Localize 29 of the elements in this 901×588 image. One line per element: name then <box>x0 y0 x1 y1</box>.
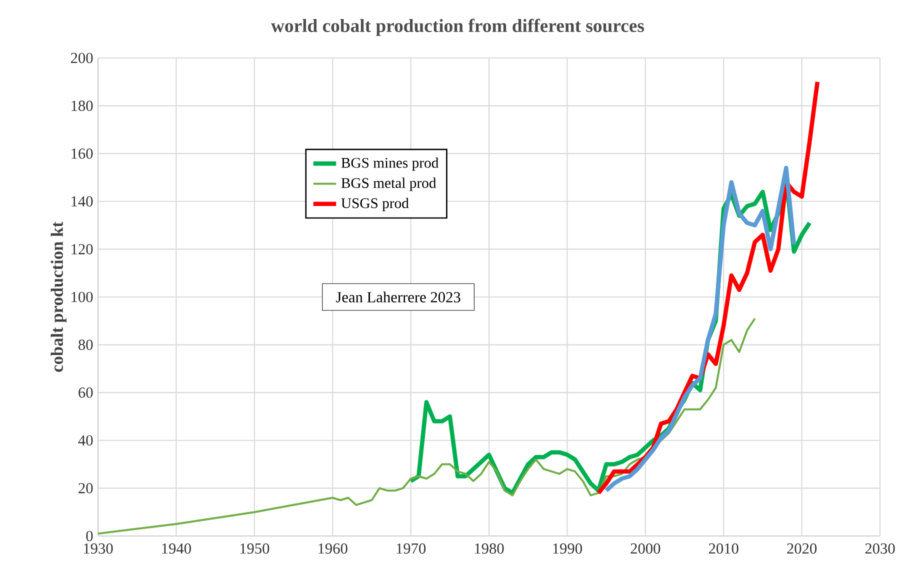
x-tick-label: 1930 <box>84 543 113 554</box>
x-tick-label: 1990 <box>553 543 582 554</box>
chart-title: world cobalt production from different sources <box>271 18 644 36</box>
legend-label: USGS prod <box>341 198 409 212</box>
y-tick-label: 200 <box>70 52 93 64</box>
x-tick-label: 1960 <box>318 543 348 554</box>
x-tick-label: 2020 <box>787 543 817 554</box>
y-tick-label: 140 <box>72 196 93 207</box>
x-tick-label: 2030 <box>865 543 895 554</box>
annotation: Jean Laherrere 2023 <box>336 292 460 302</box>
x-tick-label: 1940 <box>162 543 191 554</box>
y-tick-label: 160 <box>72 148 93 159</box>
y-tick-label: 40 <box>78 435 93 446</box>
y-tick-label: 100 <box>72 292 93 302</box>
y-tick-label: 60 <box>78 387 93 398</box>
y-tick-label: 20 <box>78 483 93 494</box>
x-tick-label: 2010 <box>708 543 738 554</box>
x-tick-label: 1970 <box>396 543 426 554</box>
y-tick-label: 120 <box>72 244 93 254</box>
y-tick-label: 0 <box>86 530 93 542</box>
x-tick-label: 1950 <box>240 543 270 554</box>
y-tick-label: 80 <box>78 340 93 350</box>
y-axis-title: cobalt production kt <box>50 222 66 372</box>
legend-label: BGS metal prod <box>341 178 436 191</box>
legend-label: BGS mines prod <box>341 157 439 171</box>
x-tick-label: 1980 <box>475 543 504 554</box>
y-tick-label: 180 <box>72 100 93 111</box>
line-series <box>604 166 796 493</box>
x-tick-label: 2000 <box>630 543 660 554</box>
